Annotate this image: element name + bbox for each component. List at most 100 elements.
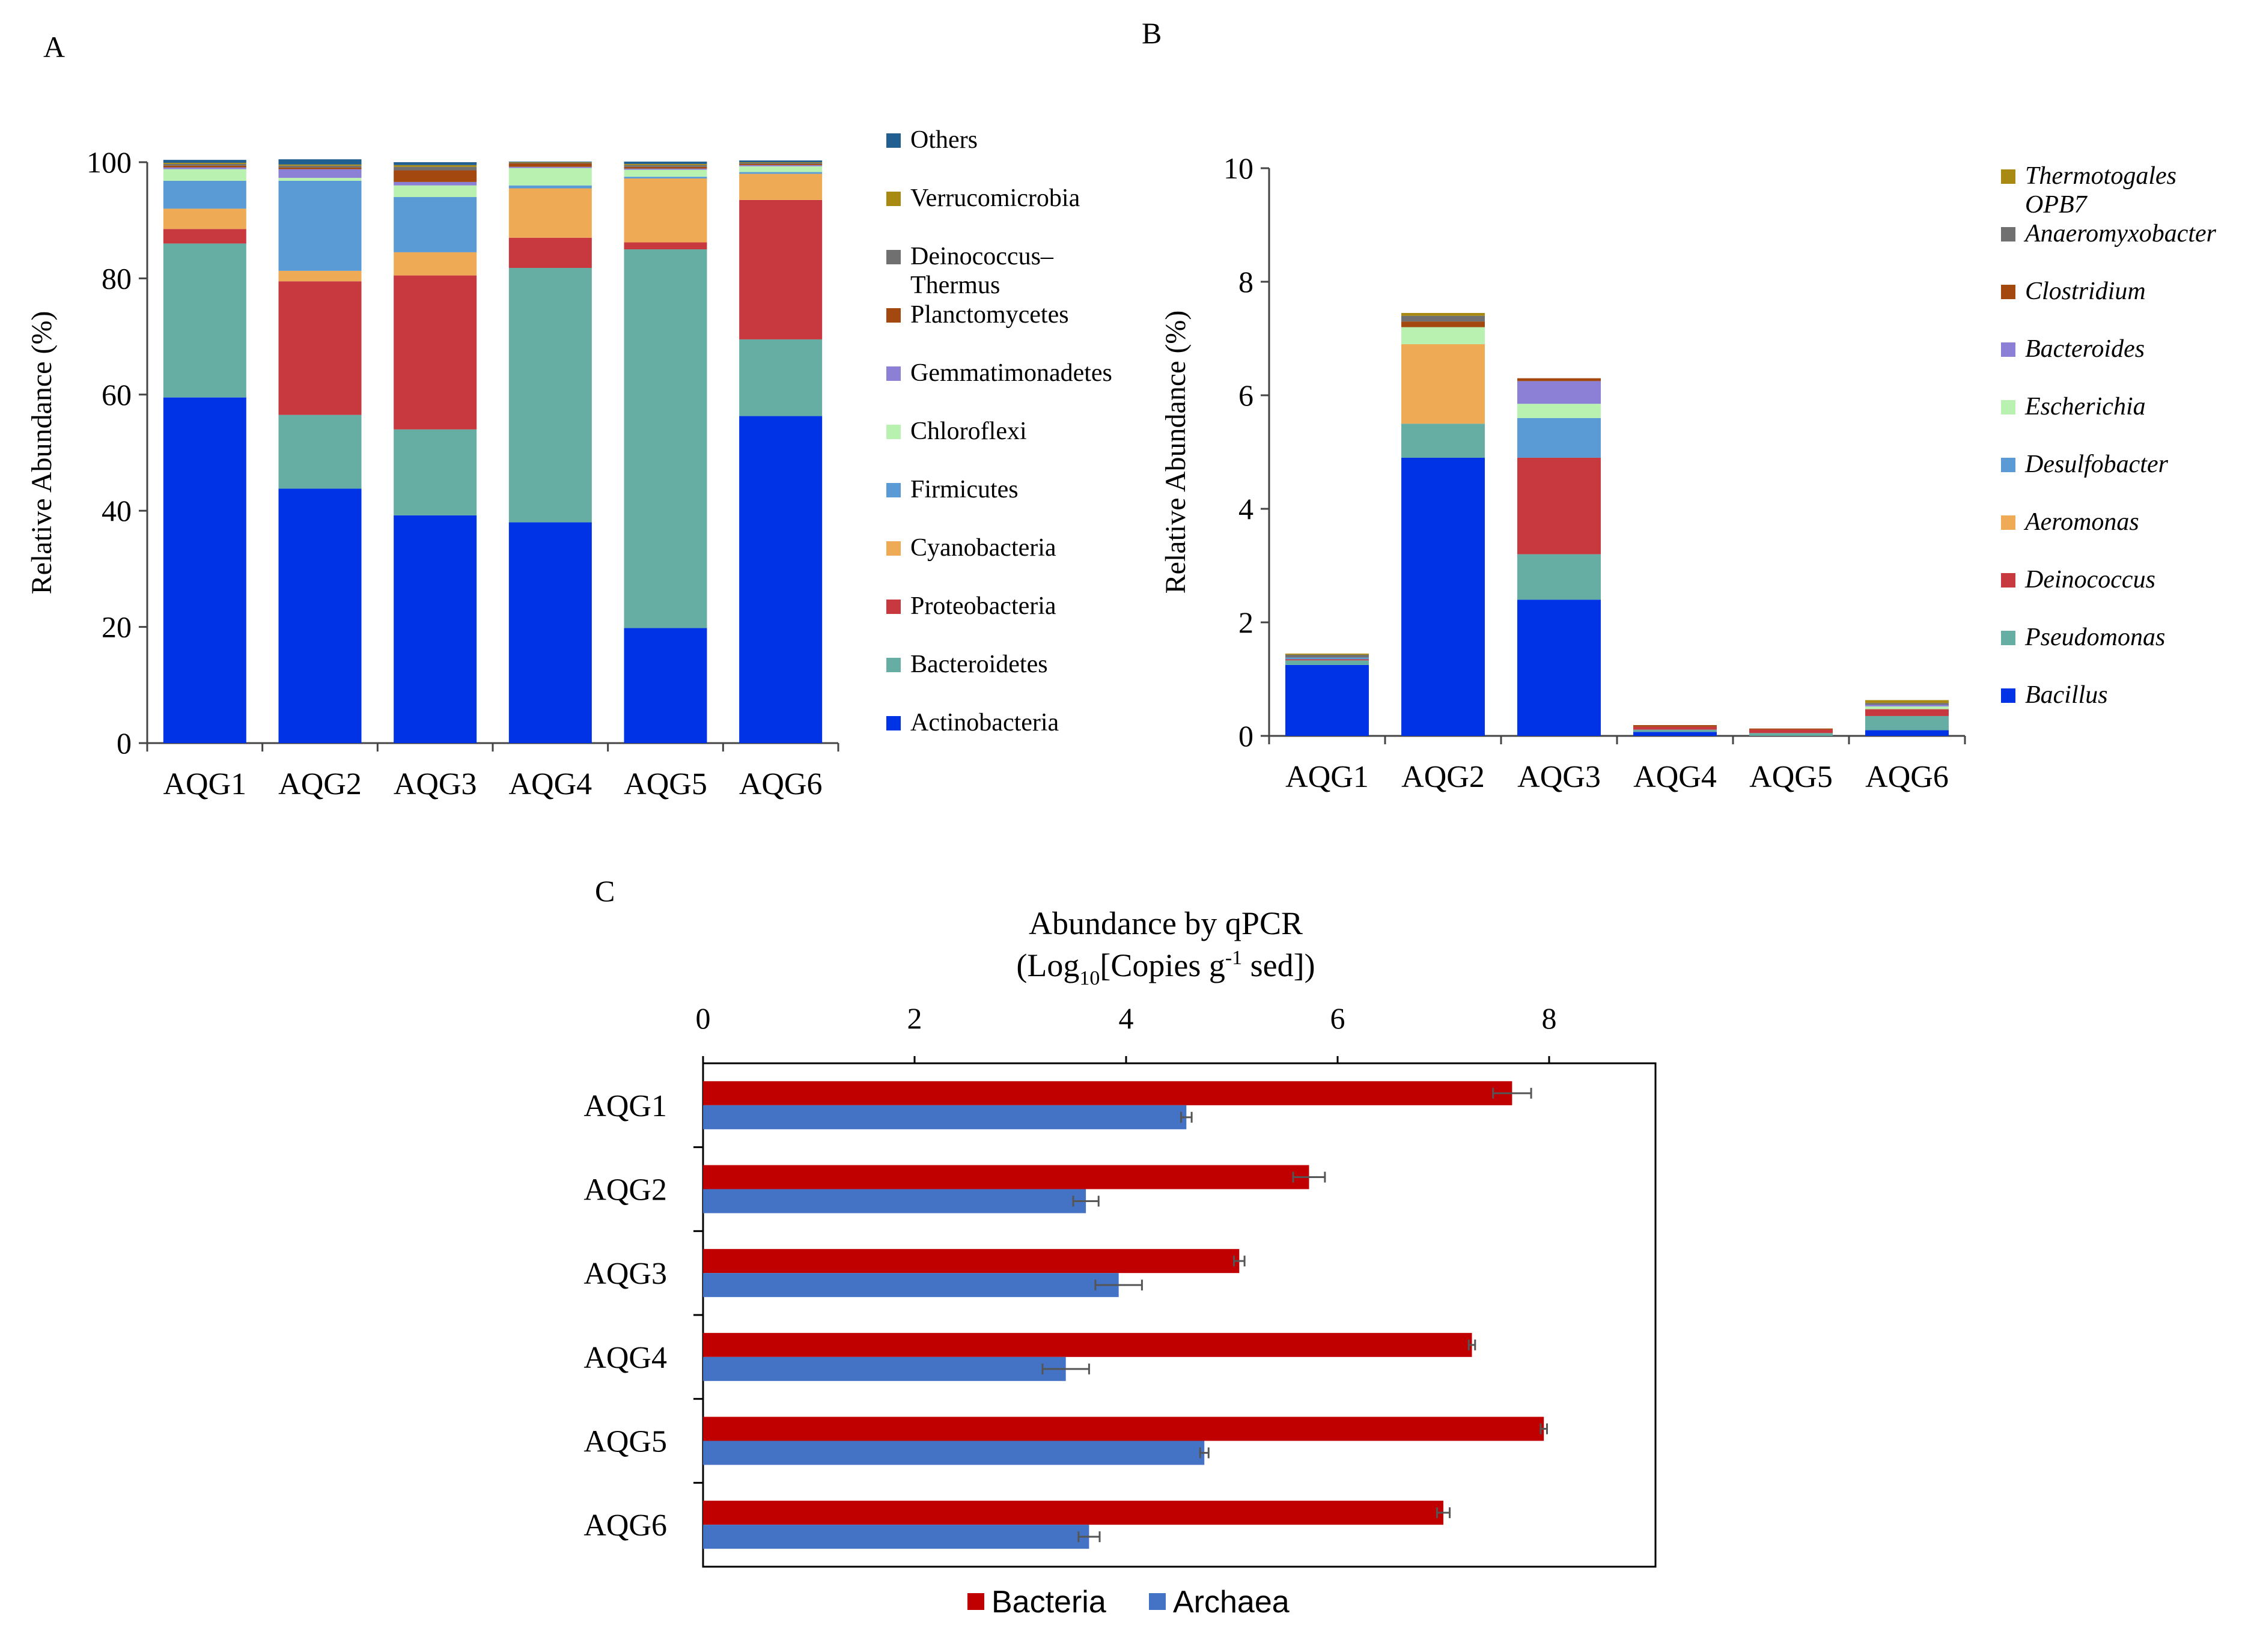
panel-label-b: B [1142,16,1162,50]
bar-aqg6-bacteroidetes [739,339,823,416]
bar-aqg6-bacteria [703,1501,1443,1525]
bar-aqg4-deinococcus [1633,726,1717,730]
bar-aqg2-proteobacteria [278,281,362,415]
unit-exp: -1 [1225,947,1242,969]
legend-label-escherichia: Escherichia [2024,393,2146,421]
bar-aqg3-chloroflexi [394,185,477,198]
bar-aqg4-proteobacteria [508,237,592,268]
bar-aqg4-planctomycetes [508,163,592,167]
bar-aqg3-cyanobacteria [394,252,477,276]
panel-b-chart: 0 2 4 6 8 10 AQG1 AQG2 AQG3 AQG4 AQG5 AQG6 Relative … [1160,151,2217,794]
x-tick-label: AQG1 [1285,760,1369,794]
bar-aqg6-bacillus [1865,730,1949,736]
y-tick-label: 8 [1238,265,1253,299]
bar-aqg5-archaea [703,1441,1205,1465]
legend-label-anaeromyxobacter: Anaeromyxobacter [2023,220,2217,247]
bar-aqg4-bacteria [703,1332,1472,1357]
bar-aqg6-pseudomonas [1865,715,1949,730]
bar-aqg6-anaeromyxobacter [1865,703,1949,705]
legend-swatch-escherichia [2001,400,2015,415]
legend-label-others: Others [910,126,978,154]
legend-label-planctomycetes: Planctomycetes [910,301,1069,329]
bar-aqg6-archaea [703,1525,1089,1549]
bar-aqg2-chloroflexi [278,178,362,181]
y-tick-label: 40 [102,494,132,527]
bar-aqg3-bacillus [1517,600,1601,736]
x-tick-label: AQG2 [1401,760,1485,794]
y-tick-label: 6 [1238,378,1253,412]
bar-aqg2-thermotogales-opb7 [1401,312,1485,316]
bar-aqg6-actinobacteria [739,416,823,743]
bar-aqg6-others [739,160,823,162]
bar-aqg3-proteobacteria [394,275,477,430]
plot-frame [702,1062,1657,1568]
bar-aqg6-thermotogales-opb7 [1865,700,1949,703]
y-tick-label: AQG6 [583,1508,667,1543]
legend-swatch-proteobacteria [886,600,901,614]
unit-close: sed]) [1242,947,1315,983]
legend-label-bacteroides: Bacteroides [2025,335,2145,363]
legend-swatch-bacteroides [2001,342,2015,357]
legend-swatch-aeromonas [2001,515,2015,530]
bar-aqg3-bacteroidetes [394,429,477,515]
bar-aqg3-pseudomonas [1517,554,1601,600]
bar-aqg3-clostridium [1517,378,1601,381]
x-tick-label: AQG5 [624,767,707,801]
c-title: Abundance by qPCR [1029,905,1303,941]
y-tick-label: 100 [87,145,132,179]
y-tick-label: 10 [1223,151,1253,185]
bar-aqg2-firmicutes [278,180,362,271]
bar-aqg2-aeromonas [1401,344,1485,424]
bar-aqg2-anaeromyxobacter [1401,315,1485,322]
y-axis-title: Relative Abundance (%) [26,311,58,595]
bar-aqg5-bacteroidetes [624,249,707,628]
y-axis-title: Relative Abundance (%) [1160,311,1192,594]
bar-aqg1-chloroflexi [163,169,246,181]
bar-aqg1-anaeromyxobacter [1285,654,1369,658]
bar-aqg5-gemmatimonadetes [624,168,707,170]
bar-aqg5-clostridium [1749,728,1833,730]
bar-aqg5-bacteria [703,1417,1544,1441]
y-tick-label: AQG1 [583,1089,667,1123]
bar-aqg6-escherichia [1865,706,1949,709]
legend-swatch-gemmatimonadetes [886,366,901,381]
bar-aqg6-verrucomicrobia [739,162,823,163]
legend-swatch-thermotogales-opb7 [2001,169,2015,184]
legend-swatch-bacteria [967,1593,984,1610]
bar-aqg1-deinococcus-thermus [163,163,246,166]
x-tick-label: AQG6 [1865,760,1949,794]
bar-aqg6-firmicutes [739,172,823,174]
legend-label-aeromonas: Aeromonas [2023,508,2139,536]
legend-swatch-cyanobacteria [886,541,901,556]
bar-aqg6-planctomycetes [739,163,823,165]
bar-aqg3-desulfobacter [1517,418,1601,458]
legend-label-gemmatimonadetes: Gemmatimonadetes [910,359,1112,387]
bar-aqg3-bacteroides [1517,381,1601,404]
bar-aqg4-gemmatimonadetes [508,166,592,168]
bar-aqg1-gemmatimonadetes [163,167,246,169]
x-tick-label: 0 [696,1001,711,1035]
legend-label-bacillus: Bacillus [2025,681,2108,709]
bar-aqg1-desulfobacter [1285,657,1369,660]
y-tick-label: 80 [102,261,132,295]
x-tick-label: AQG5 [1749,760,1833,794]
bar-aqg2-clostridium [1401,321,1485,327]
legend-swatch-archaea [1149,1593,1166,1610]
bar-aqg5-deinococcus-thermus [624,165,707,167]
bar-aqg2-archaea [703,1189,1086,1213]
bar-aqg1-verrucomicrobia [163,162,246,164]
legend-label-cyanobacteria: Cyanobacteria [910,534,1056,562]
bar-aqg1-archaea [703,1105,1187,1129]
bar-aqg5-planctomycetes [624,166,707,169]
bar-aqg5-verrucomicrobia [624,163,707,165]
bar-aqg5-pseudomonas [1749,733,1833,736]
unit-open: (Log [1016,947,1079,983]
bar-aqg4-chloroflexi [508,168,592,186]
bar-aqg3-escherichia [1517,404,1601,418]
y-tick-label: AQG2 [583,1173,667,1207]
x-tick-label: AQG3 [394,767,477,801]
bar-aqg6-cyanobacteria [739,174,823,200]
y-tick-label: 0 [117,726,132,760]
bar-aqg3-deinococcus [1517,457,1601,554]
bar-aqg3-gemmatimonadetes [394,181,477,186]
